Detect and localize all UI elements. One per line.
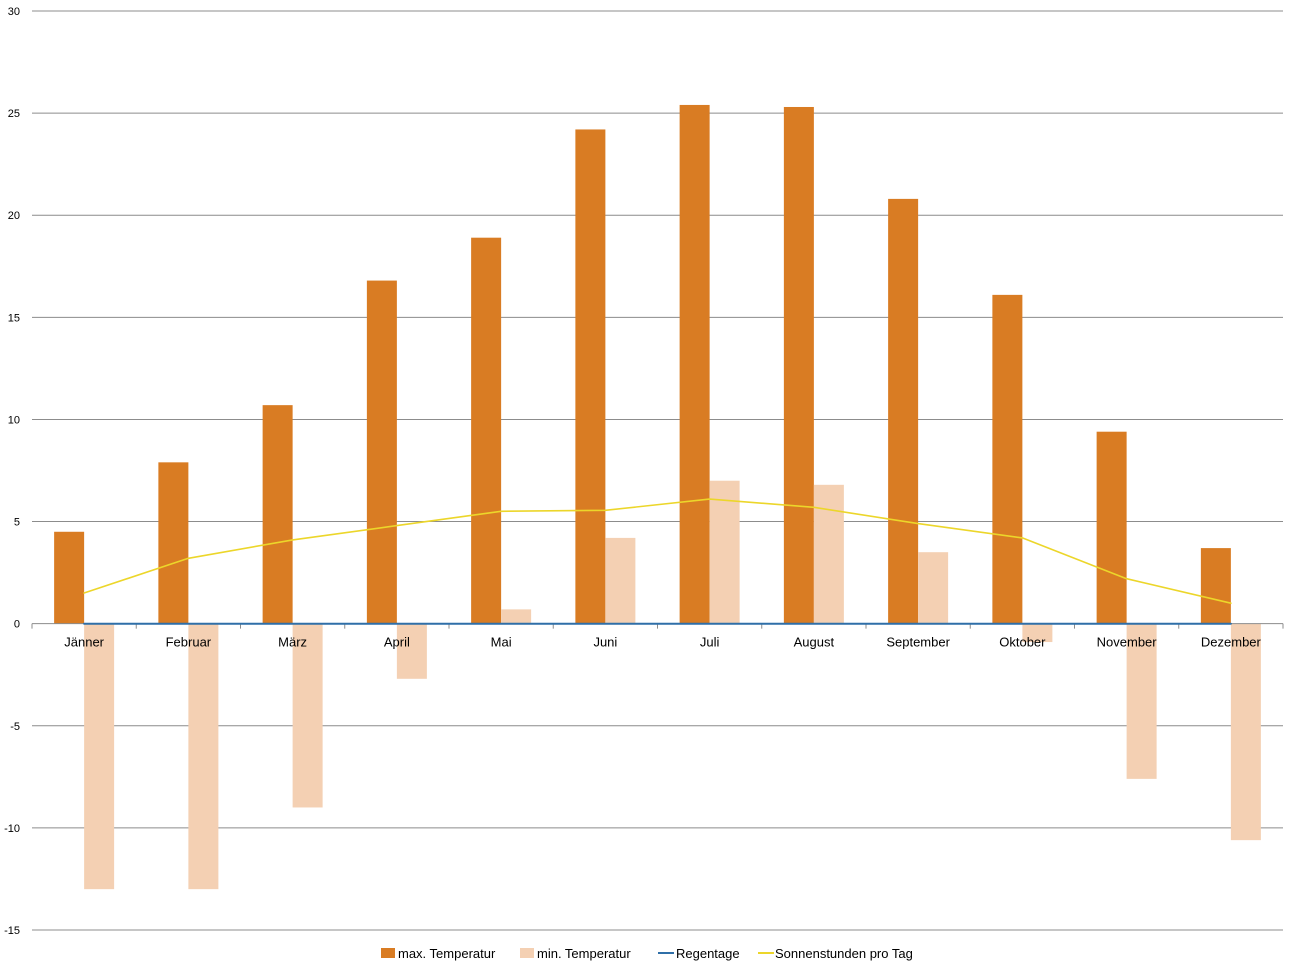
y-tick-label: 15	[8, 312, 20, 324]
bar-max-temperature	[575, 129, 606, 624]
bar-min-temperature	[1126, 623, 1157, 779]
category-label: November	[1097, 635, 1158, 650]
y-tick-label: 5	[14, 517, 20, 529]
bar-max-temperature	[471, 237, 502, 624]
y-tick-label: -5	[10, 721, 20, 733]
y-tick-label: -10	[4, 823, 20, 835]
y-tick-label: 0	[14, 619, 20, 631]
bar-min-temperature	[918, 552, 949, 624]
y-tick-label: 25	[8, 108, 20, 120]
legend: max. Temperatur min. Temperatur Regentage S…	[381, 946, 913, 961]
bar-max-temperature	[679, 104, 710, 624]
y-tick-label: 20	[8, 210, 20, 222]
legend-label: Regentage	[676, 946, 740, 961]
bar-min-temperature	[501, 609, 532, 624]
bar-min-temperature	[1230, 623, 1261, 841]
gridlines	[32, 10, 1283, 931]
category-label: August	[794, 635, 835, 650]
bar-max-temperature	[1200, 548, 1231, 624]
category-label: April	[384, 635, 410, 650]
category-label: Februar	[166, 635, 212, 650]
bar-min-temperature	[605, 537, 636, 624]
category-labels: Jänner Februar März April Mai Juni Juli August S…	[64, 635, 1261, 650]
bar-max-temperature	[158, 462, 189, 624]
lines	[83, 498, 1232, 625]
bar-max-temperature	[992, 294, 1023, 624]
category-label: Juli	[700, 635, 720, 650]
bar-min-temperature	[292, 623, 323, 808]
bar-min-temperature	[396, 623, 427, 679]
category-label: Mai	[491, 635, 512, 650]
y-tick-label: 10	[8, 414, 20, 426]
bar-max-temperature	[54, 531, 85, 624]
line-sonnenstunden	[83, 498, 1232, 605]
legend-label: max. Temperatur	[398, 946, 496, 961]
bars	[54, 104, 1261, 890]
bar-min-temperature	[709, 480, 740, 624]
category-label: Jänner	[64, 635, 104, 650]
bar-max-temperature	[262, 405, 293, 624]
bar-min-temperature	[84, 623, 115, 890]
bar-max-temperature	[888, 198, 919, 624]
legend-label: min. Temperatur	[537, 946, 631, 961]
legend-swatch	[520, 948, 534, 958]
bar-min-temperature	[1022, 623, 1053, 643]
bar-max-temperature	[783, 106, 814, 624]
bar-max-temperature	[366, 280, 397, 624]
y-tick-label: 30	[8, 6, 20, 18]
category-label: September	[886, 635, 950, 650]
category-label: März	[278, 635, 307, 650]
bar-min-temperature	[813, 484, 844, 624]
category-label: Juni	[593, 635, 617, 650]
y-tick-label: -15	[4, 925, 20, 937]
legend-swatch	[381, 948, 395, 958]
legend-label: Sonnenstunden pro Tag	[775, 946, 913, 961]
bar-max-temperature	[1096, 431, 1127, 624]
category-label: Dezember	[1201, 635, 1262, 650]
y-axis-ticks: 30 25 20 15 10 5 0 -5 -10 -15	[4, 6, 20, 937]
category-label: Oktober	[999, 635, 1046, 650]
bar-min-temperature	[188, 623, 219, 890]
